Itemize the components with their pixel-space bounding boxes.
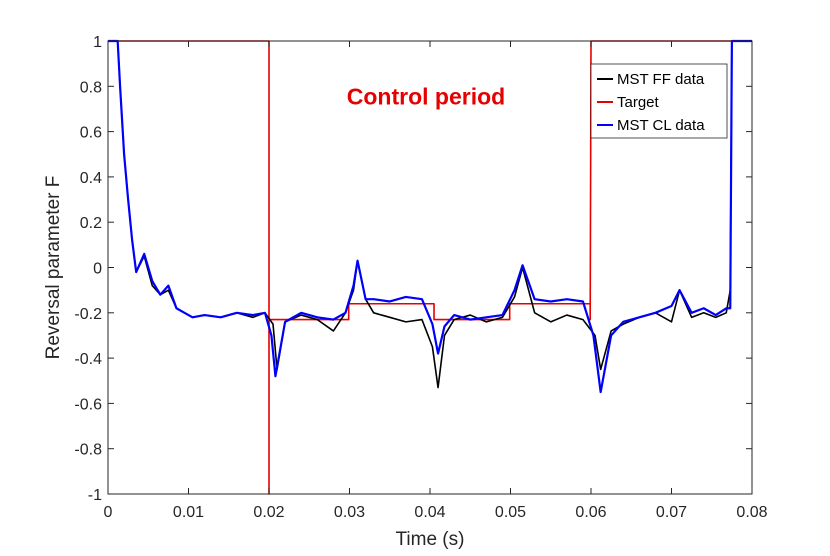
legend-box	[590, 63, 728, 139]
x-tick-label: 0.04	[414, 504, 445, 521]
control-period-annotation: Control period	[347, 83, 505, 109]
x-tick-label: 0.08	[736, 504, 767, 521]
legend: MST FF data Target MST CL data	[590, 63, 728, 139]
y-tick-label: 0	[93, 261, 102, 278]
y-tick-label: -0.2	[74, 306, 102, 323]
y-tick-label: 0.2	[80, 215, 102, 232]
tick-label-layer: 0 0.01 0.02 0.03 0.04 0.05 0.06 0.07 0.08 -1 -0.8 -…	[74, 34, 767, 521]
x-tick-label: 0.05	[495, 504, 526, 521]
x-tick-label: 0.03	[334, 504, 365, 521]
legend-label-cl: MST CL data	[617, 117, 705, 134]
y-tick-label: 0.4	[80, 170, 102, 187]
y-tick-label: 0.8	[80, 79, 102, 96]
y-tick-label: -0.6	[74, 396, 102, 413]
series-line-cl	[108, 39, 752, 394]
y-tick-label: -1	[88, 487, 102, 504]
tick-layer	[107, 40, 753, 495]
y-tick-label: 1	[93, 34, 102, 51]
y-tick-label: -0.8	[74, 442, 102, 459]
x-axis-label: Time (s)	[396, 529, 465, 550]
y-tick-label: -0.4	[74, 351, 102, 368]
y-tick-label: 0.6	[80, 125, 102, 142]
x-tick-label: 0.06	[575, 504, 606, 521]
x-tick-label: 0	[104, 504, 113, 521]
legend-label-target: Target	[617, 94, 660, 111]
x-tick-label: 0.01	[173, 504, 204, 521]
x-tick-label: 0.02	[253, 504, 284, 521]
x-tick-label: 0.07	[656, 504, 687, 521]
y-axis-label: Reversal parameter F	[43, 176, 64, 360]
legend-label-ff: MST FF data	[617, 71, 705, 88]
